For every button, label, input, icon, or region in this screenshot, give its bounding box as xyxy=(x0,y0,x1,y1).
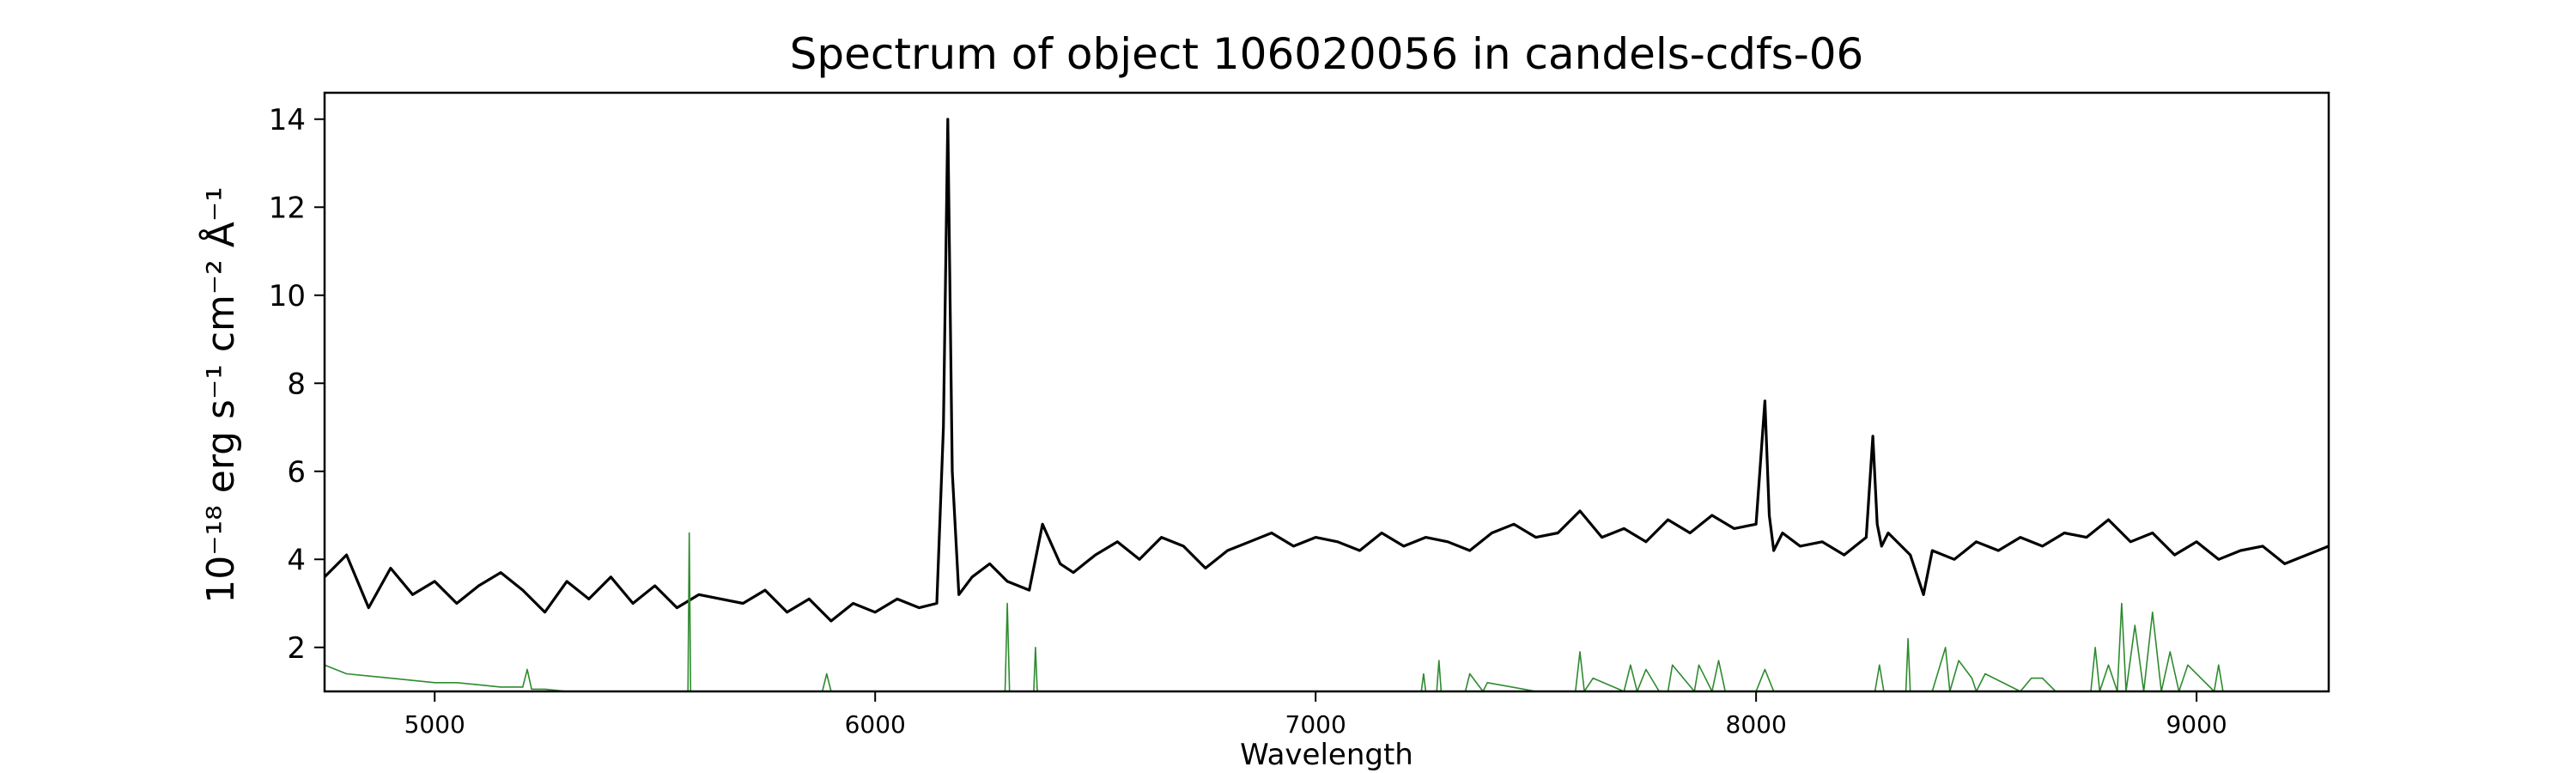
x-tick-label: 5000 xyxy=(404,710,465,739)
plot-frame xyxy=(323,91,2330,693)
y-tick-label: 12 xyxy=(269,191,306,225)
sky-noise-line xyxy=(325,532,2329,691)
chart-title: Spectrum of object 106020056 in candels-… xyxy=(790,29,1864,79)
x-tick-label: 7000 xyxy=(1285,710,1346,739)
x-tick-label: 9000 xyxy=(2166,710,2227,739)
y-axis-label: 10⁻¹⁸ erg s⁻¹ cm⁻² Å⁻¹ xyxy=(197,186,243,603)
y-tick-label: 14 xyxy=(269,103,306,137)
x-axis-label: Wavelength xyxy=(1240,738,1413,772)
y-axis: 2 4 6 8 10 12 14 xyxy=(269,103,325,666)
plot-area xyxy=(323,91,2330,693)
x-tick-label: 6000 xyxy=(845,710,906,739)
x-tick-label: 8000 xyxy=(1726,710,1787,739)
x-axis: 5000 6000 7000 8000 9000 xyxy=(404,691,2227,739)
spectrum-line xyxy=(325,118,2329,623)
y-tick-label: 8 xyxy=(287,367,306,401)
y-tick-label: 6 xyxy=(287,455,306,490)
y-tick-label: 10 xyxy=(269,279,306,313)
y-tick-label: 4 xyxy=(287,543,306,577)
y-tick-label: 2 xyxy=(287,631,306,666)
